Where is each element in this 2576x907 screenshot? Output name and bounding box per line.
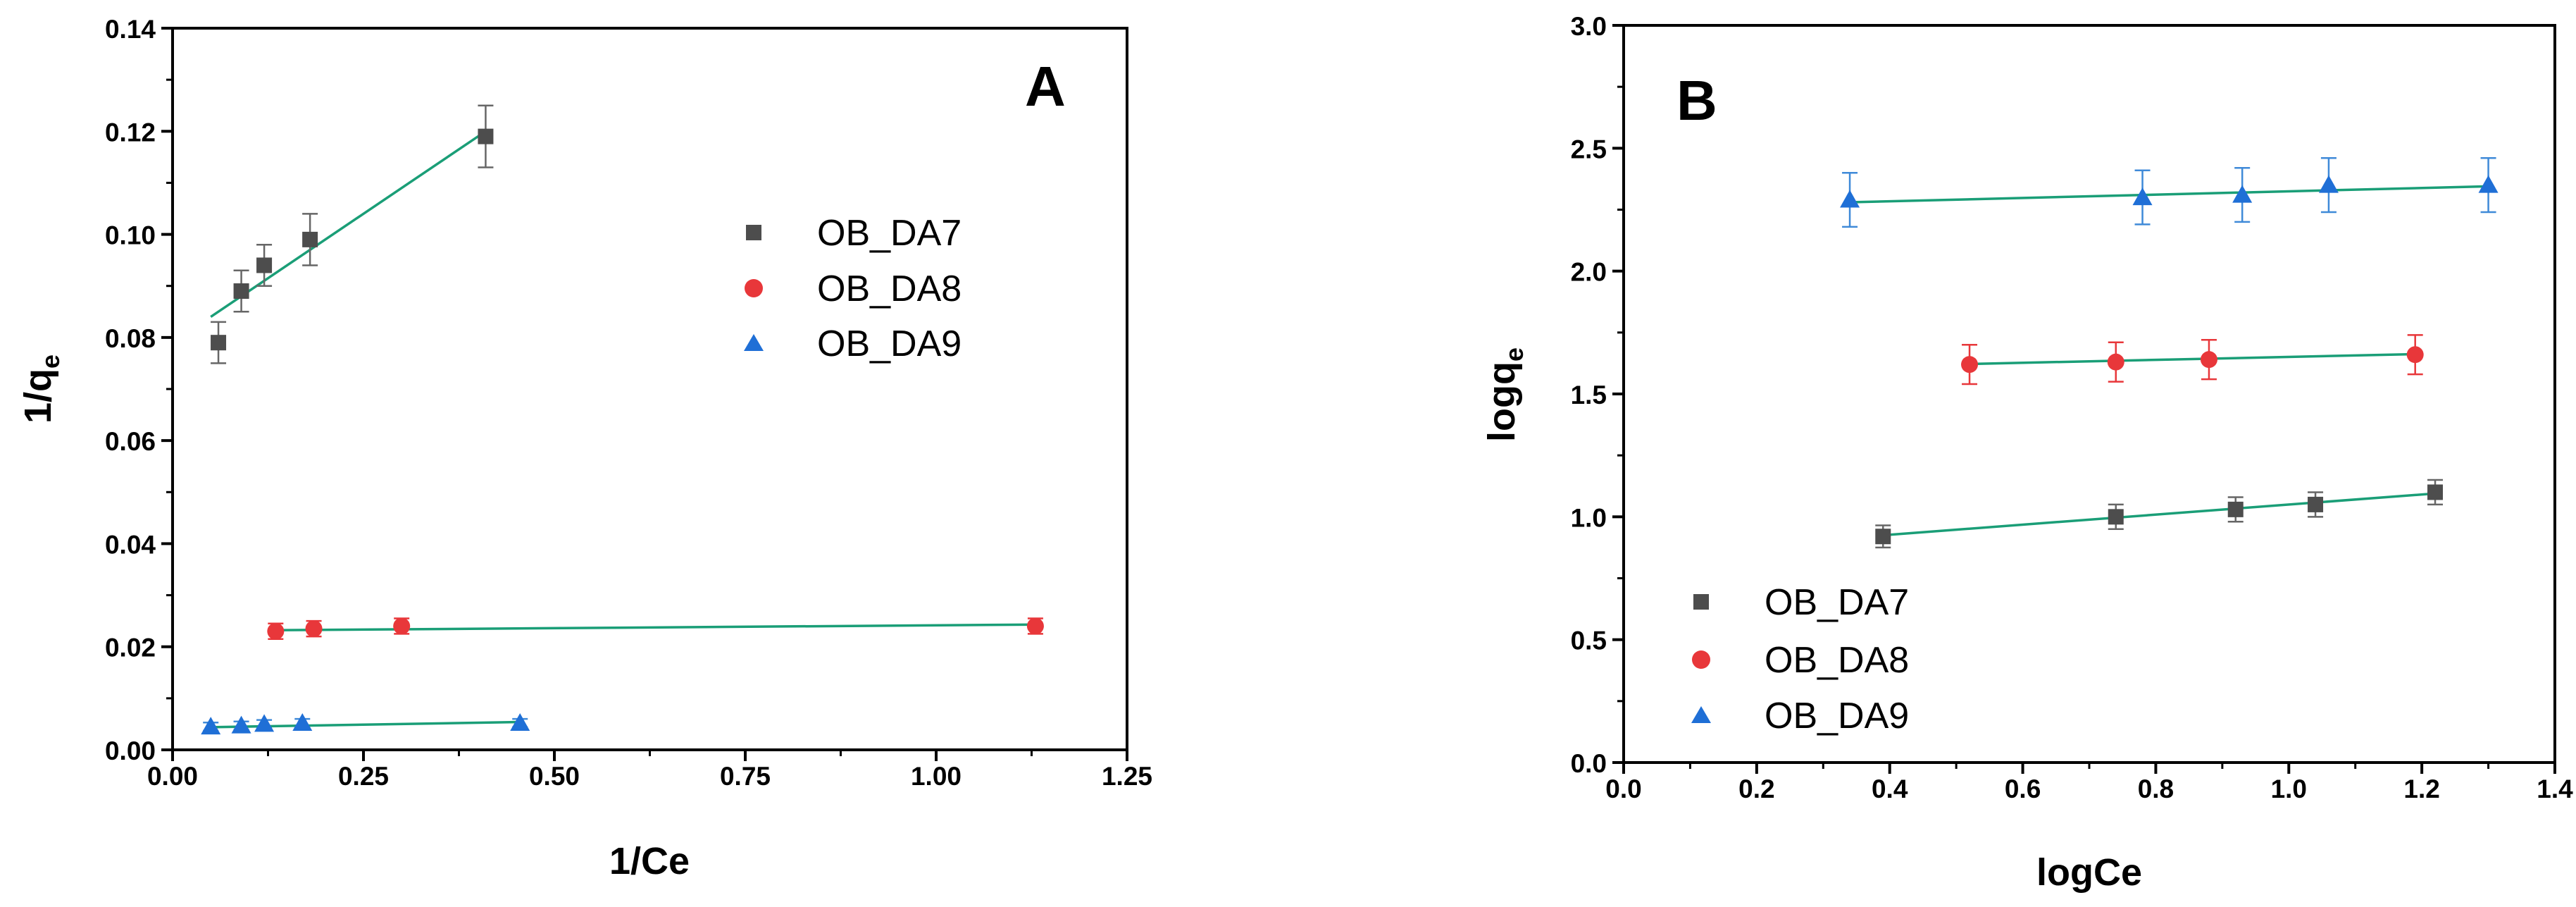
x-tick-label-b: 0.4: [1872, 775, 1908, 803]
data-point-a-ob-da7: [233, 283, 249, 300]
chart-panel-a: 0.00 0.25 0.50 0.75 1.00 1.25 0.00 0.02 0.04 0.06…: [17, 15, 1152, 882]
fit-line-a-ob-da8: [271, 623, 1035, 632]
data-point-b-ob-da7: [2108, 509, 2124, 525]
legend-a-marker-ob-da8: [745, 279, 763, 297]
data-point-a-ob-da7: [478, 128, 494, 144]
legend-a-label-ob-da9: OB_DA9: [817, 323, 962, 364]
y-tick-label-b: 0.5: [1571, 627, 1607, 655]
x-tick-label-b: 0.6: [2005, 775, 2041, 803]
y-axis-title-a: 1/qe: [17, 354, 65, 424]
fit-line-a-ob-da9: [211, 720, 521, 729]
data-point-a-ob-da9: [231, 715, 251, 734]
data-point-a-ob-da8: [305, 620, 323, 638]
fit-line-b-ob-da9: [1850, 185, 2489, 204]
legend-b-marker-ob-da9: [1691, 706, 1711, 723]
data-point-b-ob-da9: [2132, 187, 2153, 206]
y-axis-title-b: logqe: [1481, 347, 1529, 442]
data-point-a-ob-da9: [510, 712, 530, 731]
chart-panel-b: 0.0 0.2 0.4 0.6 0.8 1.0 1.2 1.4 0.0 0.5 1.0 1.5 2.0 2…: [1481, 12, 2573, 894]
data-points-a: [201, 104, 1044, 735]
y-tick-label-a: 0.14: [105, 15, 156, 44]
tick-labels-a: 0.00 0.25 0.50 0.75 1.00 1.25 0.00 0.02 0.04 0.06…: [105, 15, 1152, 791]
x-tick-label-b: 1.0: [2271, 775, 2307, 803]
data-point-b-ob-da7: [2308, 496, 2324, 512]
x-tick-label-a: 0.00: [147, 762, 198, 791]
x-tick-label-b: 0.0: [1605, 775, 1641, 803]
legend-a-marker-ob-da7: [746, 225, 761, 240]
x-tick-label-b: 0.2: [1738, 775, 1774, 803]
y-tick-label-a: 0.06: [105, 427, 156, 456]
data-point-a-ob-da8: [393, 617, 411, 635]
data-point-a-ob-da7: [256, 257, 273, 273]
data-point-b-ob-da7: [2427, 484, 2444, 500]
y-tick-label-b: 0.0: [1571, 749, 1607, 778]
x-tick-label-a: 0.25: [338, 762, 389, 791]
fit-lines-b: [1850, 185, 2489, 537]
y-tick-label-b: 1.0: [1571, 503, 1607, 532]
tick-marks-b: [1612, 24, 2556, 774]
y-axis-title-a-sub: e: [36, 354, 65, 369]
data-point-a-ob-da9: [292, 712, 313, 731]
data-point-a-ob-da8: [267, 622, 285, 640]
y-tick-label-a: 0.02: [105, 634, 156, 662]
x-tick-label-b: 0.8: [2138, 775, 2174, 803]
legend-b-label-ob-da7: OB_DA7: [1765, 582, 1909, 623]
fit-line-b-ob-da8: [1969, 352, 2415, 366]
x-tick-label-a: 0.75: [720, 762, 771, 791]
legend-b-marker-ob-da8: [1692, 650, 1710, 669]
data-point-a-ob-da7: [211, 335, 227, 351]
data-point-b-ob-da9: [2232, 185, 2253, 203]
x-tick-label-a: 1.25: [1102, 762, 1152, 791]
legend-b-label-ob-da9: OB_DA9: [1765, 696, 1909, 736]
data-point-b-ob-da9: [2478, 175, 2499, 193]
panel-label-b: B: [1676, 69, 1717, 132]
data-point-a-ob-da9: [254, 714, 275, 732]
y-axis-title-b-sub: e: [1500, 347, 1529, 362]
y-tick-label-b: 3.0: [1571, 12, 1607, 41]
data-point-b-ob-da7: [1875, 529, 1891, 545]
fit-line-a-ob-da7: [210, 130, 487, 319]
x-tick-label-b: 1.4: [2537, 775, 2573, 803]
data-point-b-ob-da9: [1840, 190, 1860, 208]
y-tick-label-b: 1.5: [1571, 381, 1607, 409]
legend-b-label-ob-da8: OB_DA8: [1765, 640, 1909, 681]
tick-marks-a: [161, 27, 1128, 761]
y-tick-label-a: 0.08: [105, 324, 156, 353]
y-tick-label-a: 0.12: [105, 118, 156, 147]
data-point-b-ob-da9: [2318, 175, 2339, 193]
x-tick-label-a: 1.00: [911, 762, 962, 791]
data-point-a-ob-da8: [1026, 617, 1044, 635]
legend-a-label-ob-da7: OB_DA7: [817, 213, 962, 254]
x-tick-label-a: 0.50: [529, 762, 580, 791]
data-point-b-ob-da8: [2107, 353, 2124, 371]
tick-labels-b: 0.0 0.2 0.4 0.6 0.8 1.0 1.2 1.4 0.0 0.5 1.0 1.5 2.0 2…: [1571, 12, 2574, 803]
data-point-b-ob-da8: [1961, 356, 1979, 374]
data-point-b-ob-da8: [2200, 351, 2217, 369]
legend-a: OB_DA7 OB_DA8 OB_DA9: [744, 213, 962, 364]
legend-b: OB_DA7 OB_DA8 OB_DA9: [1691, 582, 1909, 736]
y-tick-label-a: 0.04: [105, 530, 156, 559]
data-point-b-ob-da7: [2227, 501, 2244, 517]
legend-b-marker-ob-da7: [1693, 594, 1709, 610]
data-points-b: [1840, 157, 2499, 549]
y-tick-label-b: 2.0: [1571, 258, 1607, 287]
data-point-a-ob-da7: [302, 231, 318, 247]
y-tick-label-a: 0.10: [105, 221, 156, 250]
x-axis-title-b: logCe: [2036, 851, 2142, 894]
y-tick-label-a: 0.00: [105, 736, 156, 765]
y-tick-label-b: 2.5: [1571, 135, 1607, 163]
legend-a-marker-ob-da9: [744, 334, 764, 351]
x-axis-title-a: 1/Ce: [609, 840, 690, 882]
plot-frame-b: [1622, 24, 2556, 764]
fit-line-b-ob-da7: [1883, 492, 2436, 537]
plot-frame-a: [171, 27, 1128, 751]
data-point-a-ob-da9: [201, 717, 221, 735]
legend-a-label-ob-da8: OB_DA8: [817, 269, 962, 309]
y-axis-title-a-main: 1/q: [17, 369, 59, 424]
y-axis-title-b-main: logq: [1481, 362, 1523, 442]
x-tick-label-b: 1.2: [2403, 775, 2439, 803]
data-point-b-ob-da8: [2406, 346, 2424, 364]
panel-label-a: A: [1025, 55, 1066, 118]
